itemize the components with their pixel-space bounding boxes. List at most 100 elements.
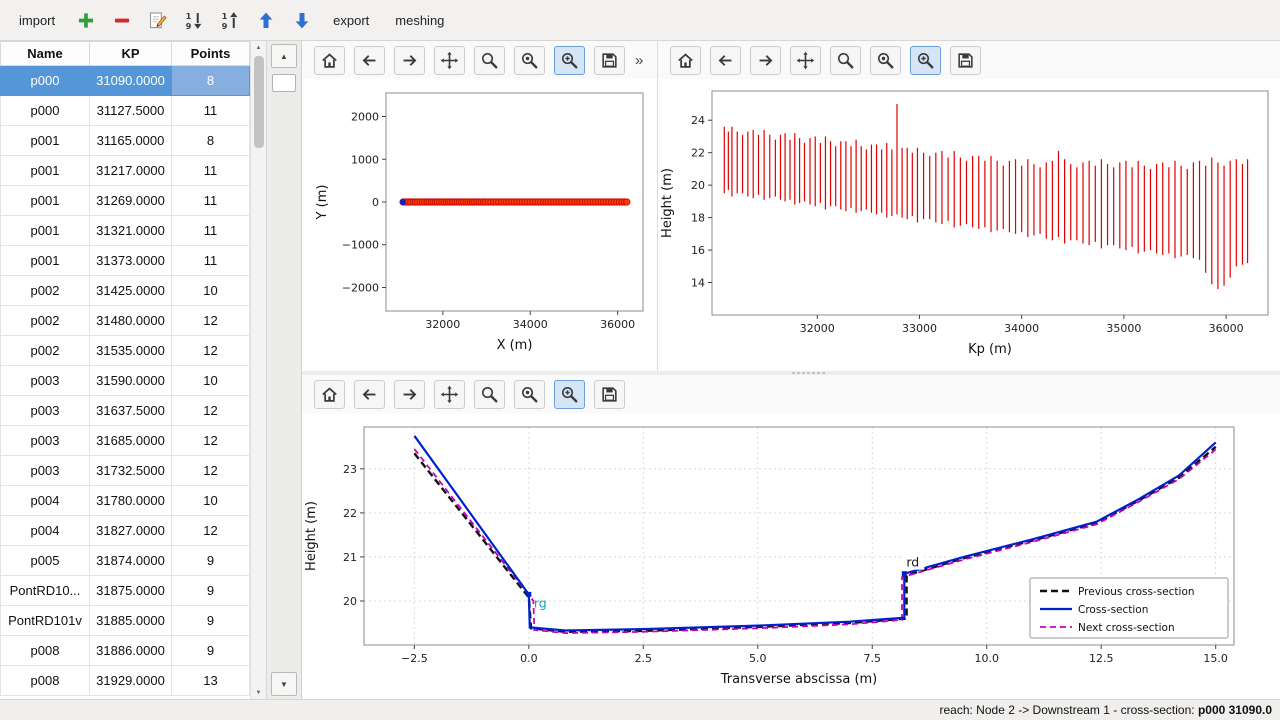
table-row[interactable]: p000 31127.5000 11 xyxy=(0,95,250,126)
table-cell[interactable]: 13 xyxy=(171,665,250,696)
table-cell[interactable]: 31165.0000 xyxy=(89,125,172,156)
move-up-button[interactable] xyxy=(250,4,282,36)
table-row[interactable]: p001 31269.0000 11 xyxy=(0,185,250,216)
table-cell[interactable]: 9 xyxy=(171,575,250,606)
move-down-button[interactable] xyxy=(286,4,318,36)
edit-section-button[interactable] xyxy=(142,4,174,36)
table-cell[interactable]: 31425.0000 xyxy=(89,275,172,306)
table-row[interactable]: p004 31780.0000 10 xyxy=(0,485,250,516)
sort-descending-button[interactable] xyxy=(214,4,246,36)
table-cell[interactable]: 10 xyxy=(171,275,250,306)
plot-tool-zoom-rect-button[interactable] xyxy=(554,45,585,75)
table-cell[interactable]: 9 xyxy=(171,605,250,636)
table-cell[interactable]: 31535.0000 xyxy=(89,335,172,366)
table-cell[interactable]: 10 xyxy=(171,365,250,396)
table-scrollbar[interactable]: ▲ ▼ xyxy=(250,41,266,699)
table-cell[interactable]: 31321.0000 xyxy=(89,215,172,246)
plot-tool-save-button[interactable] xyxy=(594,45,625,75)
table-cell[interactable]: p004 xyxy=(0,515,90,546)
table-cell[interactable]: p002 xyxy=(0,305,90,336)
table-cell[interactable]: 12 xyxy=(171,305,250,336)
table-cell[interactable]: p003 xyxy=(0,395,90,426)
plot-tool-forward-button[interactable] xyxy=(750,45,781,75)
table-cell[interactable]: 31780.0000 xyxy=(89,485,172,516)
table-cell[interactable]: p001 xyxy=(0,215,90,246)
table-cell[interactable]: 31929.0000 xyxy=(89,665,172,696)
table-cell[interactable]: PontRD101v xyxy=(0,605,90,636)
table-cell[interactable]: 31090.0000 xyxy=(89,65,172,96)
sort-ascending-button[interactable] xyxy=(178,4,210,36)
table-cell[interactable]: 11 xyxy=(171,185,250,216)
table-cell[interactable]: 31373.0000 xyxy=(89,245,172,276)
plot-tool-home-button[interactable] xyxy=(314,379,345,409)
table-cell[interactable]: p001 xyxy=(0,125,90,156)
table-cell[interactable]: 31874.0000 xyxy=(89,545,172,576)
plot-tool-forward-button[interactable] xyxy=(394,379,425,409)
table-row[interactable]: PontRD10... 31875.0000 9 xyxy=(0,575,250,606)
table-cell[interactable]: 9 xyxy=(171,545,250,576)
cross-section-figure[interactable]: −2.5 0.0 2.5 5.0 7.5 10.0 12.5 15.0 20 21 22 23 Tran… xyxy=(302,413,1280,699)
table-cell[interactable]: 31269.0000 xyxy=(89,185,172,216)
table-cell[interactable]: 11 xyxy=(171,215,250,246)
table-scrollbar-thumb[interactable] xyxy=(253,56,264,148)
table-cell[interactable]: 12 xyxy=(171,395,250,426)
table-row[interactable]: p003 31637.5000 12 xyxy=(0,395,250,426)
plot-tool-pan-button[interactable] xyxy=(434,45,465,75)
plot-tool-zoom-rect-button[interactable] xyxy=(554,379,585,409)
table-row[interactable]: p002 31480.0000 12 xyxy=(0,305,250,336)
table-row[interactable]: p001 31217.0000 11 xyxy=(0,155,250,186)
table-row[interactable]: p003 31732.5000 12 xyxy=(0,455,250,486)
export-button[interactable]: export xyxy=(322,8,380,33)
longitudinal-profile-figure[interactable]: 32000 33000 34000 35000 36000 14 16 18 20 22 24 Kp … xyxy=(658,79,1280,371)
column-header-points[interactable]: Points xyxy=(171,41,250,66)
add-section-button[interactable] xyxy=(70,4,102,36)
table-cell[interactable]: 31480.0000 xyxy=(89,305,172,336)
table-scroll-down-icon[interactable]: ▼ xyxy=(255,689,262,696)
table-cell[interactable]: 31217.0000 xyxy=(89,155,172,186)
plot-tool-save-button[interactable] xyxy=(950,45,981,75)
plot-tool-back-button[interactable] xyxy=(710,45,741,75)
table-cell[interactable]: 31637.5000 xyxy=(89,395,172,426)
plot-tool-zoom-rect-button[interactable] xyxy=(910,45,941,75)
table-cell[interactable]: 11 xyxy=(171,245,250,276)
table-row[interactable]: p000 31090.0000 8 xyxy=(0,65,250,96)
table-scroll-up-icon[interactable]: ▲ xyxy=(255,44,262,51)
table-cell[interactable]: p004 xyxy=(0,485,90,516)
plot-tool-save-button[interactable] xyxy=(594,379,625,409)
table-cell[interactable]: p003 xyxy=(0,425,90,456)
plot-tool-zoom-mark-button[interactable] xyxy=(514,45,545,75)
panel-scrollbar-thumb[interactable] xyxy=(272,74,296,92)
table-cell[interactable]: 31827.0000 xyxy=(89,515,172,546)
table-row[interactable]: PontRD101v 31885.0000 9 xyxy=(0,605,250,636)
table-cell[interactable]: p008 xyxy=(0,665,90,696)
table-cell[interactable]: 31875.0000 xyxy=(89,575,172,606)
table-cell[interactable]: p001 xyxy=(0,245,90,276)
meshing-button[interactable]: meshing xyxy=(384,8,455,33)
table-cell[interactable]: p003 xyxy=(0,455,90,486)
table-cell[interactable]: 8 xyxy=(171,125,250,156)
table-cell[interactable]: p008 xyxy=(0,635,90,666)
table-cell[interactable]: 31127.5000 xyxy=(89,95,172,126)
plot-tool-zoom-button[interactable] xyxy=(474,45,505,75)
table-row[interactable]: p001 31321.0000 11 xyxy=(0,215,250,246)
table-cell[interactable]: 31732.5000 xyxy=(89,455,172,486)
table-cell[interactable]: 11 xyxy=(171,95,250,126)
table-cell[interactable]: p003 xyxy=(0,365,90,396)
table-row[interactable]: p001 31165.0000 8 xyxy=(0,125,250,156)
table-row[interactable]: p003 31685.0000 12 xyxy=(0,425,250,456)
table-cell[interactable]: PontRD10... xyxy=(0,575,90,606)
table-row[interactable]: p008 31929.0000 13 xyxy=(0,665,250,696)
panel-scrollbar[interactable]: ▲ ▼ xyxy=(266,41,301,699)
plot-tool-back-button[interactable] xyxy=(354,45,385,75)
table-cell[interactable]: p002 xyxy=(0,275,90,306)
plot-tool-zoom-mark-button[interactable] xyxy=(870,45,901,75)
toolbar-overflow-chevron[interactable]: » xyxy=(635,51,644,69)
table-cell[interactable]: 31886.0000 xyxy=(89,635,172,666)
table-cell[interactable]: 11 xyxy=(171,155,250,186)
table-cell[interactable]: p000 xyxy=(0,65,90,96)
table-row[interactable]: p004 31827.0000 12 xyxy=(0,515,250,546)
table-cell[interactable]: 10 xyxy=(171,485,250,516)
table-cell[interactable]: 8 xyxy=(171,65,250,96)
table-cell[interactable]: p000 xyxy=(0,95,90,126)
table-cell[interactable]: 31885.0000 xyxy=(89,605,172,636)
